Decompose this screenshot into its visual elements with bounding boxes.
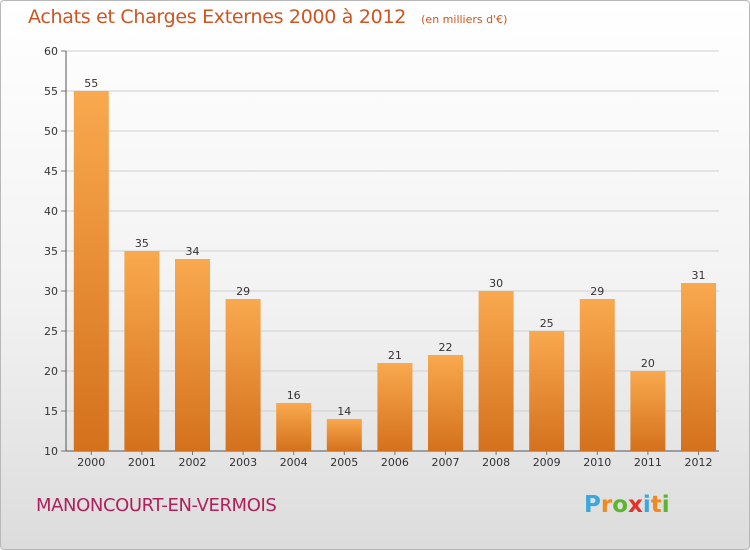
bar-2003 — [225, 299, 261, 451]
value-label-2007: 22 — [439, 341, 453, 354]
value-label-2012: 31 — [692, 269, 706, 282]
y-tick-label: 25 — [44, 325, 58, 338]
chart-header: Achats et Charges Externes 2000 à 2012 (… — [28, 6, 507, 28]
bar-2009 — [529, 331, 565, 451]
bar-2011 — [630, 371, 666, 451]
y-tick-label: 10 — [44, 445, 58, 458]
x-tick-label-2007: 2007 — [432, 456, 460, 469]
chart-title: Achats et Charges Externes 2000 à 2012 — [28, 6, 407, 28]
value-label-2011: 20 — [641, 357, 655, 370]
x-tick-label-2008: 2008 — [482, 456, 510, 469]
y-tick-label: 30 — [44, 285, 58, 298]
commune-name: MANONCOURT-EN-VERMOIS — [36, 495, 277, 516]
y-tick-label: 45 — [44, 165, 58, 178]
logo-letter: r — [600, 492, 613, 518]
y-tick-label: 40 — [44, 205, 58, 218]
x-tick-label-2003: 2003 — [229, 456, 257, 469]
y-tick-label: 55 — [44, 85, 58, 98]
y-tick-label: 20 — [44, 365, 58, 378]
bar-2005 — [326, 419, 362, 451]
x-tick-label-2004: 2004 — [280, 456, 308, 469]
y-tick-label: 35 — [44, 245, 58, 258]
bar-2000 — [73, 91, 109, 451]
x-tick-label-2011: 2011 — [634, 456, 662, 469]
value-label-2008: 30 — [489, 277, 503, 290]
x-tick-label-2002: 2002 — [179, 456, 207, 469]
logo-letter: i — [642, 492, 651, 518]
logo-letter: i — [661, 492, 670, 518]
bar-2006 — [377, 363, 413, 451]
y-tick-label: 60 — [44, 45, 58, 58]
x-tick-label-2005: 2005 — [330, 456, 358, 469]
value-label-2001: 35 — [135, 237, 149, 250]
bar-2001 — [124, 251, 160, 451]
x-tick-label-2012: 2012 — [685, 456, 713, 469]
value-label-2000: 55 — [84, 77, 98, 90]
x-tick-label-2006: 2006 — [381, 456, 409, 469]
bar-2012 — [681, 283, 716, 451]
bar-2010 — [579, 299, 615, 451]
logo-letter: o — [612, 492, 629, 518]
logo-letter: P — [584, 492, 601, 518]
y-tick-label: 15 — [44, 405, 58, 418]
proxiti-logo[interactable]: Proxiti — [584, 492, 670, 518]
value-label-2009: 25 — [540, 317, 554, 330]
x-tick-label-2009: 2009 — [533, 456, 561, 469]
y-tick-label: 50 — [44, 125, 58, 138]
value-label-2004: 16 — [287, 389, 301, 402]
value-label-2002: 34 — [186, 245, 200, 258]
bar-2004 — [276, 403, 312, 451]
x-tick-label-2001: 2001 — [128, 456, 156, 469]
x-tick-label-2010: 2010 — [583, 456, 611, 469]
value-label-2010: 29 — [590, 285, 604, 298]
value-label-2006: 21 — [388, 349, 402, 362]
logo-letter: t — [650, 492, 662, 518]
bar-2007 — [428, 355, 463, 451]
value-label-2005: 14 — [337, 405, 351, 418]
value-label-2003: 29 — [236, 285, 250, 298]
bar-2008 — [478, 291, 514, 451]
chart-subtitle: (en milliers d'€) — [421, 13, 508, 26]
logo-letter: x — [628, 492, 643, 518]
bar-2002 — [175, 259, 210, 451]
x-tick-label-2000: 2000 — [77, 456, 105, 469]
